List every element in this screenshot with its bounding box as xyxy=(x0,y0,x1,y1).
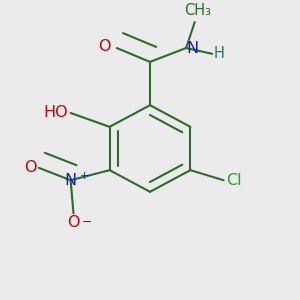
Text: O: O xyxy=(67,215,80,230)
Text: Cl: Cl xyxy=(226,173,241,188)
Text: CH₃: CH₃ xyxy=(184,3,211,18)
Text: +: + xyxy=(80,171,89,181)
Text: H: H xyxy=(214,46,224,61)
Text: N: N xyxy=(64,173,77,188)
Text: −: − xyxy=(81,215,92,229)
Text: N: N xyxy=(186,40,198,56)
Text: O: O xyxy=(98,38,111,53)
Text: O: O xyxy=(24,160,37,175)
Text: HO: HO xyxy=(43,106,68,121)
